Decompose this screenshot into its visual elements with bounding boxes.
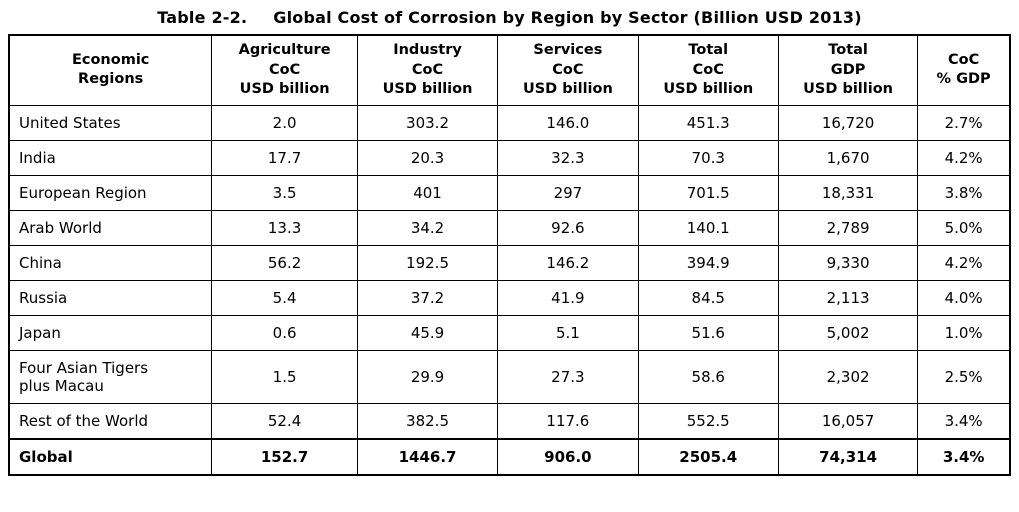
value-cell-services: 146.2 bbox=[497, 244, 639, 281]
value-cell-industry: 20.3 bbox=[356, 139, 499, 176]
value-cell-services: 92.6 bbox=[497, 209, 639, 246]
table-row: Rest of the World 52.4 382.5 117.6 552.5 16,0… bbox=[8, 402, 1011, 440]
value-cell-industry: 401 bbox=[356, 174, 499, 211]
value-cell-coc_pct_gdp: 2.5% bbox=[917, 349, 1011, 404]
region-cell: United States bbox=[8, 104, 213, 141]
value-cell-services: 117.6 bbox=[497, 402, 639, 440]
value-cell-agriculture: 56.2 bbox=[211, 244, 358, 281]
corrosion-cost-table: Economic Regions Agriculture CoC USD bill… bbox=[8, 34, 1011, 476]
column-header-total_coc: Total CoC USD billion bbox=[637, 34, 779, 106]
value-cell-total_gdp: 5,002 bbox=[777, 314, 919, 351]
value-cell-coc_pct_gdp: 3.4% bbox=[917, 402, 1011, 440]
footer-value-cell-industry: 1446.7 bbox=[356, 437, 499, 476]
value-cell-total_gdp: 16,720 bbox=[777, 104, 919, 141]
footer-value-cell-agriculture: 152.7 bbox=[211, 437, 358, 476]
value-cell-coc_pct_gdp: 4.2% bbox=[917, 139, 1011, 176]
region-cell: European Region bbox=[8, 174, 213, 211]
table-row: Four Asian Tigers plus Macau 1.5 29.9 27.3 5… bbox=[8, 349, 1011, 404]
table-row: China 56.2 192.5 146.2 394.9 9,330 4.2% bbox=[8, 244, 1011, 281]
value-cell-total_gdp: 18,331 bbox=[777, 174, 919, 211]
region-cell: Four Asian Tigers plus Macau bbox=[8, 349, 213, 404]
table-caption-label: Table 2-2. bbox=[157, 8, 248, 27]
value-cell-industry: 192.5 bbox=[356, 244, 499, 281]
value-cell-services: 146.0 bbox=[497, 104, 639, 141]
column-header-total_gdp: Total GDP USD billion bbox=[777, 34, 919, 106]
value-cell-total_gdp: 2,302 bbox=[777, 349, 919, 404]
table-body: United States 2.0 303.2 146.0 451.3 16,720 2.7… bbox=[8, 104, 1011, 440]
footer-row: Global 152.7 1446.7 906.0 2505.4 74,314 3.4% bbox=[8, 437, 1011, 476]
column-header-industry: Industry CoC USD billion bbox=[356, 34, 499, 106]
footer-value-cell-total_gdp: 74,314 bbox=[777, 437, 919, 476]
header-row: Economic Regions Agriculture CoC USD bill… bbox=[8, 34, 1011, 106]
value-cell-total_coc: 451.3 bbox=[637, 104, 779, 141]
region-cell: China bbox=[8, 244, 213, 281]
value-cell-services: 297 bbox=[497, 174, 639, 211]
region-cell: Russia bbox=[8, 279, 213, 316]
region-cell: Arab World bbox=[8, 209, 213, 246]
value-cell-coc_pct_gdp: 4.0% bbox=[917, 279, 1011, 316]
value-cell-agriculture: 0.6 bbox=[211, 314, 358, 351]
value-cell-industry: 37.2 bbox=[356, 279, 499, 316]
value-cell-total_gdp: 2,789 bbox=[777, 209, 919, 246]
value-cell-total_coc: 394.9 bbox=[637, 244, 779, 281]
value-cell-agriculture: 3.5 bbox=[211, 174, 358, 211]
value-cell-total_gdp: 9,330 bbox=[777, 244, 919, 281]
value-cell-coc_pct_gdp: 4.2% bbox=[917, 244, 1011, 281]
value-cell-services: 32.3 bbox=[497, 139, 639, 176]
table-caption: Table 2-2. Global Cost of Corrosion by Re… bbox=[8, 4, 1011, 34]
value-cell-agriculture: 1.5 bbox=[211, 349, 358, 404]
table-row: United States 2.0 303.2 146.0 451.3 16,720 2.7… bbox=[8, 104, 1011, 141]
table-row: European Region 3.5 401 297 701.5 18,331 3.8% bbox=[8, 174, 1011, 211]
value-cell-total_coc: 51.6 bbox=[637, 314, 779, 351]
value-cell-total_coc: 552.5 bbox=[637, 402, 779, 440]
footer-value-cell-total_coc: 2505.4 bbox=[637, 437, 779, 476]
footer-value-cell-services: 906.0 bbox=[497, 437, 639, 476]
value-cell-total_coc: 58.6 bbox=[637, 349, 779, 404]
column-header-services: Services CoC USD billion bbox=[497, 34, 639, 106]
value-cell-agriculture: 52.4 bbox=[211, 402, 358, 440]
column-header-coc_pct_gdp: CoC % GDP bbox=[917, 34, 1011, 106]
region-cell: Japan bbox=[8, 314, 213, 351]
column-header-region: Economic Regions bbox=[8, 34, 213, 106]
value-cell-agriculture: 5.4 bbox=[211, 279, 358, 316]
column-header-agriculture: Agriculture CoC USD billion bbox=[211, 34, 358, 106]
footer-region-cell: Global bbox=[8, 437, 213, 476]
value-cell-agriculture: 17.7 bbox=[211, 139, 358, 176]
value-cell-industry: 29.9 bbox=[356, 349, 499, 404]
value-cell-services: 41.9 bbox=[497, 279, 639, 316]
region-cell: Rest of the World bbox=[8, 402, 213, 440]
table-row: Russia 5.4 37.2 41.9 84.5 2,113 4.0% bbox=[8, 279, 1011, 316]
value-cell-coc_pct_gdp: 1.0% bbox=[917, 314, 1011, 351]
value-cell-total_coc: 84.5 bbox=[637, 279, 779, 316]
value-cell-total_coc: 701.5 bbox=[637, 174, 779, 211]
value-cell-agriculture: 13.3 bbox=[211, 209, 358, 246]
value-cell-coc_pct_gdp: 3.8% bbox=[917, 174, 1011, 211]
value-cell-industry: 45.9 bbox=[356, 314, 499, 351]
value-cell-total_gdp: 2,113 bbox=[777, 279, 919, 316]
region-cell: India bbox=[8, 139, 213, 176]
value-cell-industry: 382.5 bbox=[356, 402, 499, 440]
value-cell-total_gdp: 16,057 bbox=[777, 402, 919, 440]
value-cell-services: 5.1 bbox=[497, 314, 639, 351]
value-cell-industry: 34.2 bbox=[356, 209, 499, 246]
value-cell-total_coc: 140.1 bbox=[637, 209, 779, 246]
value-cell-agriculture: 2.0 bbox=[211, 104, 358, 141]
footer-value-cell-coc_pct_gdp: 3.4% bbox=[917, 437, 1011, 476]
value-cell-total_gdp: 1,670 bbox=[777, 139, 919, 176]
table-caption-text: Global Cost of Corrosion by Region by Se… bbox=[273, 8, 862, 27]
value-cell-coc_pct_gdp: 2.7% bbox=[917, 104, 1011, 141]
table-row: Japan 0.6 45.9 5.1 51.6 5,002 1.0% bbox=[8, 314, 1011, 351]
value-cell-industry: 303.2 bbox=[356, 104, 499, 141]
value-cell-coc_pct_gdp: 5.0% bbox=[917, 209, 1011, 246]
value-cell-total_coc: 70.3 bbox=[637, 139, 779, 176]
value-cell-services: 27.3 bbox=[497, 349, 639, 404]
table-row: India 17.7 20.3 32.3 70.3 1,670 4.2% bbox=[8, 139, 1011, 176]
table-row: Arab World 13.3 34.2 92.6 140.1 2,789 5.0% bbox=[8, 209, 1011, 246]
